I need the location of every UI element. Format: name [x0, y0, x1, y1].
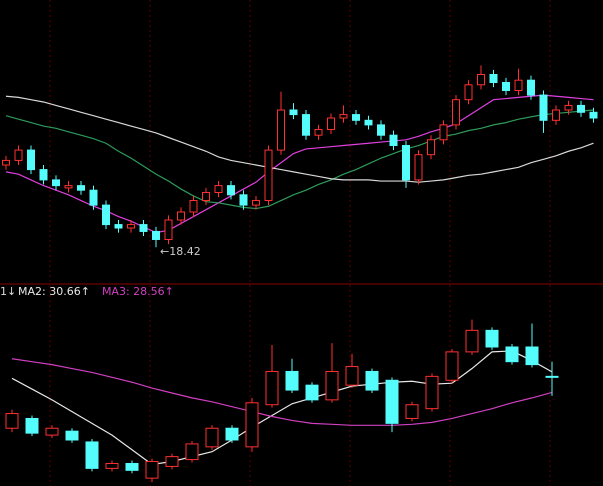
candle-body	[425, 375, 439, 410]
legend-entry: MA2: 30.66↑	[18, 285, 90, 298]
candle-body	[227, 185, 235, 196]
candle-body	[145, 461, 159, 479]
candle-body	[2, 159, 10, 166]
candle-body	[202, 192, 210, 202]
candle-body	[325, 370, 339, 401]
candle-body	[552, 109, 560, 121]
candle-body	[339, 114, 348, 119]
candle-body	[302, 114, 310, 136]
ma-line	[5, 109, 594, 210]
candle-body	[477, 73, 485, 86]
candle-body	[485, 329, 499, 348]
candle-body	[165, 456, 179, 467]
candle-body	[385, 379, 399, 424]
candle-body	[114, 224, 123, 229]
candle-body	[64, 185, 73, 189]
candle-body	[289, 109, 298, 116]
candle-body	[545, 375, 559, 378]
candle-body	[445, 351, 459, 381]
candle-body	[52, 179, 60, 187]
candle-body	[239, 194, 248, 206]
ma-line	[11, 358, 553, 426]
candle-body	[105, 462, 119, 469]
candle-body	[277, 109, 285, 151]
candle-body	[505, 346, 519, 363]
candle-body	[305, 384, 319, 401]
candle-body	[464, 84, 473, 101]
candle-body	[414, 154, 423, 181]
candle-body	[564, 104, 573, 111]
candle-body	[402, 145, 410, 181]
candle-body	[489, 73, 498, 83]
candle-body	[577, 104, 585, 113]
ma-line	[5, 95, 594, 183]
candle-body	[177, 211, 185, 221]
candle-body	[327, 117, 335, 130]
candle-body	[39, 169, 48, 181]
legend-entry: MA3: 28.56↑	[102, 285, 174, 298]
ma-line	[11, 350, 553, 466]
candle-body	[189, 200, 198, 213]
candle-body	[77, 185, 85, 191]
candle-body	[527, 79, 535, 96]
candle-body	[539, 94, 548, 121]
candle-body	[85, 441, 99, 469]
candle-body	[205, 427, 219, 448]
candle-body	[439, 124, 448, 141]
candle-body	[502, 82, 510, 92]
candle-body	[5, 413, 19, 429]
candle-body	[365, 370, 379, 391]
candle-body	[265, 370, 279, 406]
candle-body	[427, 139, 435, 156]
candle-body	[45, 427, 59, 436]
candle-body	[465, 329, 479, 353]
candle-body	[352, 114, 360, 121]
candle-body	[25, 417, 39, 434]
candle-body	[345, 366, 359, 386]
candle-body	[514, 79, 523, 92]
corner-label: 1↓	[0, 285, 16, 298]
candle-body	[139, 224, 148, 232]
candle-body	[102, 204, 110, 226]
candle-body	[127, 224, 135, 229]
candle-body	[264, 149, 273, 202]
candle-body	[164, 219, 173, 240]
candle-body	[27, 149, 35, 171]
candle-body	[377, 124, 385, 136]
candle-body	[89, 189, 98, 206]
candle-body	[452, 99, 460, 126]
candle-body	[364, 119, 373, 126]
candle-body	[245, 402, 259, 448]
candle-body	[125, 462, 139, 471]
candle-body	[285, 370, 299, 391]
low-annotation: ←18.42	[160, 245, 201, 258]
candle-body	[405, 404, 419, 419]
candle-body	[389, 134, 398, 147]
candle-body	[214, 185, 223, 193]
candle-body	[525, 346, 539, 366]
candle-body	[252, 200, 260, 206]
candle-body	[65, 430, 79, 441]
candle-body	[225, 427, 239, 441]
candle-body	[185, 443, 199, 461]
candle-body	[14, 149, 23, 161]
candle-body	[152, 230, 160, 240]
candle-body	[314, 128, 323, 136]
candle-body	[589, 111, 598, 119]
